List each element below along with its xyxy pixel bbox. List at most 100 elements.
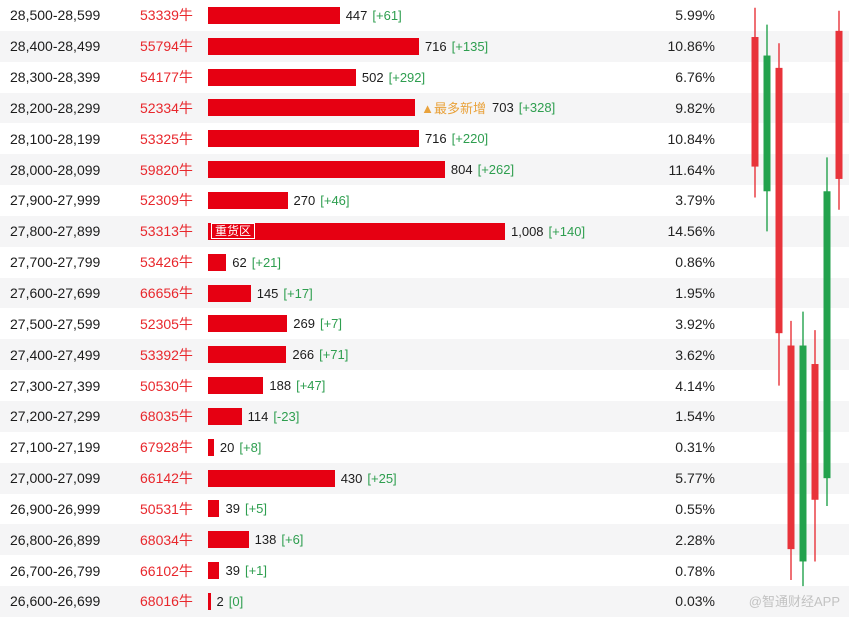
table-row[interactable]: 27,400-27,499 53392牛 266 [+71] 3.62% <box>0 339 849 371</box>
price-range-label: 27,800-27,899 <box>10 223 101 240</box>
volume-value: 502 <box>361 69 384 85</box>
volume-bar <box>208 284 251 302</box>
warrant-code: 68035牛 <box>140 408 193 425</box>
volume-change: [+328] <box>518 100 556 116</box>
table-row[interactable]: 26,800-26,899 68034牛 138 [+6] 2.28% <box>0 524 849 556</box>
volume-bar-cell: 266 [+71] <box>208 346 646 364</box>
warrant-code: 53426牛 <box>140 254 193 271</box>
table-row[interactable]: 26,700-26,799 66102牛 39 [+1] 0.78% <box>0 555 849 587</box>
volume-bar-cell: 39 [+1] <box>208 562 646 580</box>
price-range-label: 27,400-27,499 <box>10 346 101 363</box>
price-range-label: 26,700-26,799 <box>10 562 101 579</box>
volume-bar <box>208 469 335 487</box>
volume-change: [0] <box>228 593 244 609</box>
volume-value: 266 <box>292 347 315 363</box>
volume-bar <box>208 531 249 549</box>
volume-bar-cell: 430 [+25] <box>208 469 646 487</box>
table-row[interactable]: 27,200-27,299 68035牛 114 [-23] 1.54% <box>0 400 849 432</box>
volume-bar-cell: 270 [+46] <box>208 191 646 209</box>
volume-value: 62 <box>232 254 247 270</box>
volume-change: [+292] <box>388 69 426 85</box>
price-range-label: 28,100-28,199 <box>10 130 101 147</box>
price-range-label: 28,200-28,299 <box>10 99 101 116</box>
volume-bar-cell: 114 [-23] <box>208 407 646 425</box>
volume-change: [+8] <box>239 439 262 455</box>
volume-bar <box>208 438 214 456</box>
volume-bar <box>208 191 288 209</box>
table-row[interactable]: 27,100-27,199 67928牛 20 [+8] 0.31% <box>0 431 849 463</box>
volume-value: 138 <box>254 532 277 548</box>
volume-bar-cell: 447 [+61] <box>208 6 646 24</box>
table-row[interactable]: 27,600-27,699 66656牛 145 [+17] 1.95% <box>0 277 849 309</box>
volume-value: 716 <box>424 131 447 147</box>
volume-value: 716 <box>424 38 447 54</box>
table-row[interactable]: 26,900-26,999 50531牛 39 [+5] 0.55% <box>0 493 849 525</box>
volume-bar-cell: 716 [+135] <box>208 37 646 55</box>
volume-bar <box>208 253 227 271</box>
warrant-code: 52309牛 <box>140 192 193 209</box>
volume-value: 39 <box>225 501 240 517</box>
volume-value: 20 <box>219 439 235 455</box>
volume-change: [-23] <box>273 408 300 424</box>
price-range-label: 28,500-28,599 <box>10 7 101 24</box>
table-row[interactable]: 27,700-27,799 53426牛 62 [+21] 0.86% <box>0 246 849 278</box>
ratio-percent: 1.54% <box>675 408 715 425</box>
table-row[interactable]: 28,400-28,499 55794牛 716 [+135] 10.86% <box>0 30 849 62</box>
ratio-percent: 2.28% <box>675 531 715 548</box>
max-new-flag: ▲最多新增 <box>421 101 486 117</box>
volume-change: [+61] <box>372 7 402 23</box>
volume-bar <box>208 37 419 55</box>
warrant-code: 66142牛 <box>140 470 193 487</box>
ratio-percent: 0.31% <box>675 439 715 456</box>
volume-value: 270 <box>293 192 316 208</box>
warrant-code: 53392牛 <box>140 346 193 363</box>
heavy-zone-label: 重货区 <box>211 223 256 240</box>
volume-value: 114 <box>247 408 269 424</box>
volume-bar <box>208 500 220 518</box>
price-range-label: 27,100-27,199 <box>10 439 101 456</box>
ratio-percent: 4.14% <box>675 377 715 394</box>
price-range-label: 27,500-27,599 <box>10 315 101 332</box>
price-range-label: 27,700-27,799 <box>10 254 101 271</box>
table-row[interactable]: 28,100-28,199 53325牛 716 [+220] 10.84% <box>0 123 849 155</box>
volume-bar <box>208 99 416 117</box>
warrant-code: 54177牛 <box>140 69 193 86</box>
table-row[interactable]: 28,000-28,099 59820牛 804 [+262] 11.64% <box>0 154 849 186</box>
warrant-code: 59820牛 <box>140 161 193 178</box>
warrant-code: 68016牛 <box>140 593 193 610</box>
table-row[interactable]: 27,500-27,599 52305牛 269 [+7] 3.92% <box>0 308 849 340</box>
volume-value: 188 <box>269 378 292 394</box>
volume-bar-cell: 804 [+262] <box>208 161 646 179</box>
ratio-percent: 14.56% <box>667 223 715 240</box>
table-row[interactable]: 28,500-28,599 53339牛 447 [+61] 5.99% <box>0 0 849 31</box>
volume-bar-cell: 138 [+6] <box>208 531 646 549</box>
price-range-label: 28,400-28,499 <box>10 38 101 55</box>
table-row[interactable]: 27,900-27,999 52309牛 270 [+46] 3.79% <box>0 185 849 216</box>
table-row[interactable]: 26,600-26,699 68016牛 2 [0] 0.03% <box>0 586 849 617</box>
volume-bar <box>208 68 356 86</box>
volume-bar-cell: 269 [+7] <box>208 315 646 333</box>
table-row[interactable]: 28,300-28,399 54177牛 502 [+292] 6.76% <box>0 61 849 93</box>
price-range-label: 26,600-26,699 <box>10 593 101 610</box>
table-row[interactable]: 27,000-27,099 66142牛 430 [+25] 5.77% <box>0 462 849 494</box>
volume-change: [+220] <box>451 131 489 147</box>
volume-value: 39 <box>225 563 240 579</box>
warrant-code: 66102牛 <box>140 562 193 579</box>
volume-bar-cell: 145 [+17] <box>208 284 646 302</box>
volume-change: [+135] <box>451 38 489 54</box>
table-row[interactable]: 28,200-28,299 52334牛 ▲最多新增 703 [+328] 9.… <box>0 92 849 124</box>
volume-bar-cell: 20 [+8] <box>208 438 646 456</box>
table-row[interactable]: 27,800-27,899 53313牛 重货区 1,008 [+140] 14… <box>0 215 849 247</box>
volume-bar-cell: 重货区 1,008 [+140] <box>208 222 646 240</box>
table-row[interactable]: 27,300-27,399 50530牛 188 [+47] 4.14% <box>0 370 849 401</box>
price-range-label: 27,200-27,299 <box>10 408 101 425</box>
volume-bar <box>208 562 220 580</box>
ratio-percent: 6.76% <box>675 69 715 86</box>
warrant-code: 52305牛 <box>140 315 193 332</box>
ratio-percent: 0.86% <box>675 254 715 271</box>
volume-bar <box>208 592 211 610</box>
ratio-percent: 0.78% <box>675 562 715 579</box>
volume-value: 145 <box>256 285 279 301</box>
volume-bar-cell: 716 [+220] <box>208 130 646 148</box>
volume-value: 430 <box>340 470 363 486</box>
